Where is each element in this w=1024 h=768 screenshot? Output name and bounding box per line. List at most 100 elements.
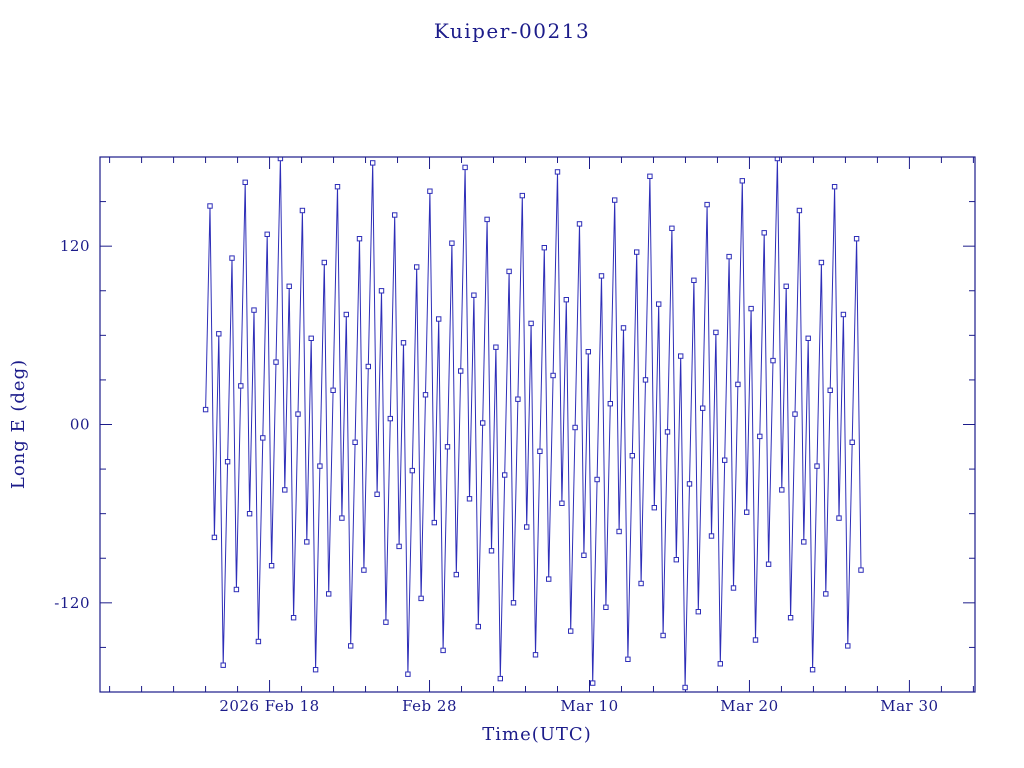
data-point-marker	[783, 283, 789, 290]
data-point-marker	[704, 201, 710, 208]
data-point-marker	[541, 245, 547, 251]
data-point-marker	[308, 335, 314, 342]
data-point-marker	[616, 528, 622, 535]
data-point-marker	[796, 207, 803, 214]
data-point-marker	[493, 344, 499, 350]
x-tick-label: 2026 Feb 18	[219, 697, 319, 715]
data-point-marker	[304, 539, 310, 545]
data-point-marker	[590, 680, 596, 686]
data-point-marker	[475, 623, 482, 630]
data-point-marker	[840, 311, 847, 318]
data-point-marker	[343, 311, 350, 318]
data-point-marker	[779, 487, 785, 493]
data-point-marker	[440, 647, 446, 654]
data-point-marker	[814, 463, 820, 469]
data-point-marker	[559, 500, 565, 507]
y-tick-label: -120	[54, 594, 90, 612]
data-point-marker	[462, 164, 468, 171]
y-tick-label: 00	[70, 416, 90, 434]
data-point-marker	[603, 604, 609, 610]
data-point-marker	[268, 563, 275, 569]
data-point-marker	[216, 331, 222, 337]
data-point-marker	[660, 632, 666, 639]
data-point-marker	[409, 467, 416, 474]
data-point-marker	[678, 353, 684, 359]
data-point-marker	[414, 264, 420, 270]
data-point-marker	[831, 184, 838, 190]
data-point-marker	[233, 586, 240, 593]
x-tick-label: Mar 20	[720, 697, 778, 715]
data-point-marker	[510, 600, 517, 606]
data-point-marker	[836, 515, 842, 521]
data-point-marker	[744, 509, 750, 515]
data-point-marker	[532, 652, 539, 658]
x-tick-label: Feb 28	[402, 697, 457, 715]
data-point-marker	[356, 236, 363, 242]
data-point-marker	[572, 424, 578, 431]
data-point-marker	[488, 548, 495, 554]
data-point-marker	[809, 667, 816, 673]
data-point-marker	[396, 543, 402, 550]
data-point-marker	[651, 505, 657, 511]
data-point-marker	[656, 301, 662, 307]
data-point-marker	[787, 615, 794, 621]
data-point-marker	[326, 591, 332, 597]
data-point-marker	[273, 359, 279, 365]
data-point-marker	[453, 571, 460, 578]
data-point-marker	[695, 609, 701, 615]
data-point-marker	[374, 491, 380, 498]
data-point-marker	[717, 661, 723, 667]
data-point-marker	[849, 439, 855, 446]
data-point-marker	[365, 363, 372, 370]
data-point-marker	[598, 273, 605, 279]
x-tick-label: Mar 10	[560, 697, 618, 715]
data-point-marker	[471, 292, 477, 298]
data-point-marker	[770, 357, 776, 364]
data-series-layer	[202, 157, 864, 691]
data-point-marker	[669, 225, 675, 232]
data-point-marker	[691, 277, 697, 284]
data-point-marker	[299, 207, 306, 214]
data-point-marker	[730, 585, 737, 591]
data-point-marker	[506, 268, 512, 275]
data-point-marker	[427, 188, 433, 194]
data-point-marker	[400, 340, 407, 346]
data-point-marker	[383, 619, 389, 625]
data-point-marker	[818, 259, 825, 266]
data-point-marker	[642, 377, 649, 383]
data-point-marker	[207, 203, 213, 209]
data-point-marker	[700, 405, 706, 411]
data-point-marker	[295, 411, 301, 417]
data-point-marker	[352, 439, 358, 446]
data-point-marker	[330, 387, 336, 394]
data-point-marker	[647, 173, 653, 180]
data-point-marker	[594, 476, 600, 483]
data-point-marker	[801, 539, 807, 545]
chart-title: Kuiper-00213	[434, 19, 590, 43]
data-point-marker	[620, 325, 627, 331]
data-point-marker	[726, 253, 732, 260]
data-point-marker	[387, 415, 394, 422]
data-point-marker	[277, 157, 284, 162]
data-point-marker	[260, 435, 266, 441]
data-point-marker	[242, 179, 248, 186]
data-line	[205, 158, 862, 688]
data-point-marker	[211, 534, 218, 541]
data-point-marker	[739, 178, 745, 184]
data-point-marker	[238, 383, 244, 389]
data-point-marker	[805, 335, 811, 342]
data-point-marker	[722, 457, 728, 463]
data-point-marker	[682, 684, 688, 691]
plot-frame	[99, 156, 976, 693]
data-point-marker	[312, 667, 319, 673]
data-point-marker	[550, 372, 556, 379]
y-tick-label: 120	[60, 237, 90, 255]
data-point-marker	[673, 557, 679, 563]
axis-tick-labels: 2026 Feb 18 Feb 28 Mar 10 Mar 20 Mar 30 120 00…	[54, 237, 938, 715]
data-point-marker	[502, 472, 508, 478]
data-point-marker	[546, 576, 552, 582]
data-point-marker	[607, 401, 613, 407]
data-point-marker	[339, 515, 345, 521]
data-point-marker	[686, 481, 693, 487]
